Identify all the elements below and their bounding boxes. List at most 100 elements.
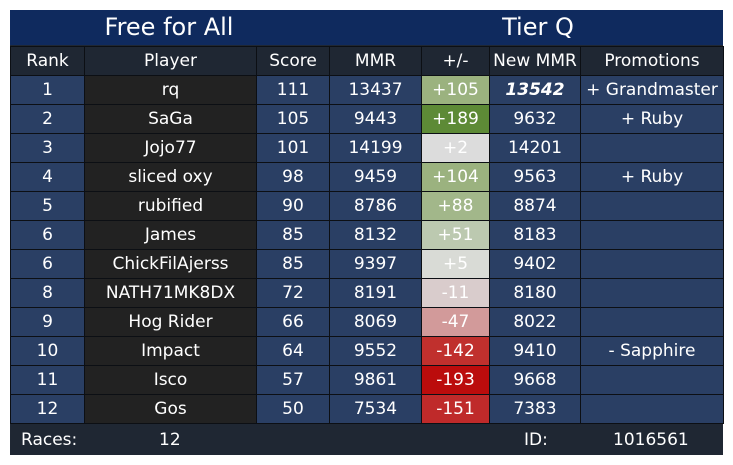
- score-cell: 98: [256, 162, 330, 192]
- table-row: 4 sliced oxy 98 9459 +104 9563 + Ruby: [10, 162, 724, 192]
- header-row: Rank Player Score MMR +/- New MMR Promot…: [10, 46, 724, 76]
- new-mmr-cell: 9410: [489, 336, 581, 366]
- new-mmr-cell: 9668: [489, 365, 581, 395]
- mmr-cell: 8132: [329, 220, 422, 250]
- mmr-change-cell: +189: [421, 104, 490, 134]
- id-value: 1016561: [613, 430, 689, 450]
- col-header-player: Player: [84, 46, 257, 76]
- rank-cell: 1: [10, 75, 85, 105]
- table-row: 11 Isco 57 9861 -193 9668: [10, 365, 724, 395]
- mmr-change-cell: -11: [421, 278, 490, 308]
- id-label: ID:: [524, 430, 548, 450]
- new-mmr-cell: 8874: [489, 191, 581, 221]
- rank-cell: 11: [10, 365, 85, 395]
- mode-title: Free for All: [104, 13, 234, 41]
- new-mmr-cell: 13542: [489, 75, 581, 105]
- mmr-change-cell: +5: [421, 249, 490, 279]
- player-name-cell: Isco: [84, 365, 257, 395]
- races-label: Races:: [21, 430, 78, 450]
- mmr-cell: 9459: [329, 162, 422, 192]
- results-card: Free for All Tier Q Rank Player Score MM…: [10, 10, 724, 455]
- score-cell: 101: [256, 133, 330, 163]
- rank-cell: 9: [10, 307, 85, 337]
- new-mmr-cell: 7383: [489, 394, 581, 424]
- player-name-cell: SaGa: [84, 104, 257, 134]
- table-row: 12 Gos 50 7534 -151 7383: [10, 394, 724, 424]
- col-header-delta: +/-: [421, 46, 490, 76]
- promotion-cell: [580, 394, 724, 424]
- col-header-promotions: Promotions: [580, 46, 724, 76]
- table-row: 6 James 85 8132 +51 8183: [10, 220, 724, 250]
- promotion-cell: [580, 365, 724, 395]
- mmr-cell: 14199: [329, 133, 422, 163]
- rank-cell: 5: [10, 191, 85, 221]
- footer-bar: Races: 12 ID: 1016561: [10, 426, 723, 455]
- mmr-cell: 9443: [329, 104, 422, 134]
- rank-cell: 3: [10, 133, 85, 163]
- mmr-cell: 9861: [329, 365, 422, 395]
- new-mmr-cell: 9563: [489, 162, 581, 192]
- new-mmr-cell: 9632: [489, 104, 581, 134]
- mmr-change-cell: +88: [421, 191, 490, 221]
- score-cell: 105: [256, 104, 330, 134]
- new-mmr-cell: 9402: [489, 249, 581, 279]
- promotion-cell: [580, 249, 724, 279]
- mmr-cell: 8069: [329, 307, 422, 337]
- mmr-cell: 8191: [329, 278, 422, 308]
- score-cell: 72: [256, 278, 330, 308]
- rank-cell: 2: [10, 104, 85, 134]
- table-row: 6 ChickFilAjerss 85 9397 +5 9402: [10, 249, 724, 279]
- player-name-cell: Jojo77: [84, 133, 257, 163]
- table-row: 1 rq 111 13437 +105 13542 + Grandmaster: [10, 75, 724, 105]
- player-name-cell: Hog Rider: [84, 307, 257, 337]
- table-row: 9 Hog Rider 66 8069 -47 8022: [10, 307, 724, 337]
- player-name-cell: rq: [84, 75, 257, 105]
- player-name-cell: rubified: [84, 191, 257, 221]
- results-table: Rank Player Score MMR +/- New MMR Promot…: [10, 46, 724, 424]
- mmr-cell: 8786: [329, 191, 422, 221]
- table-row: 5 rubified 90 8786 +88 8874: [10, 191, 724, 221]
- rank-cell: 6: [10, 220, 85, 250]
- races-value: 12: [159, 430, 181, 450]
- new-mmr-cell: 14201: [489, 133, 581, 163]
- mmr-change-cell: -193: [421, 365, 490, 395]
- table-row: 10 Impact 64 9552 -142 9410- Sapphire: [10, 336, 724, 366]
- mmr-cell: 7534: [329, 394, 422, 424]
- promotion-cell: [580, 191, 724, 221]
- promotion-cell: [580, 220, 724, 250]
- table-row: 2 SaGa 105 9443 +189 9632 + Ruby: [10, 104, 724, 134]
- table-row: 8 NATH71MK8DX 72 8191 -11 8180: [10, 278, 724, 308]
- score-cell: 64: [256, 336, 330, 366]
- col-header-new-mmr: New MMR: [489, 46, 581, 76]
- tier-title: Tier Q: [502, 13, 574, 41]
- promotion-cell: + Ruby: [580, 162, 724, 192]
- mmr-change-cell: +105: [421, 75, 490, 105]
- mmr-change-cell: -142: [421, 336, 490, 366]
- mmr-change-cell: +104: [421, 162, 490, 192]
- mmr-change-cell: -47: [421, 307, 490, 337]
- col-header-rank: Rank: [10, 46, 85, 76]
- mmr-change-cell: +2: [421, 133, 490, 163]
- score-cell: 66: [256, 307, 330, 337]
- mmr-change-cell: +51: [421, 220, 490, 250]
- score-cell: 90: [256, 191, 330, 221]
- mmr-change-cell: -151: [421, 394, 490, 424]
- new-mmr-cell: 8180: [489, 278, 581, 308]
- score-cell: 111: [256, 75, 330, 105]
- player-name-cell: Gos: [84, 394, 257, 424]
- player-name-cell: ChickFilAjerss: [84, 249, 257, 279]
- rank-cell: 10: [10, 336, 85, 366]
- player-name-cell: sliced oxy: [84, 162, 257, 192]
- promotion-cell: [580, 133, 724, 163]
- promotion-cell: [580, 307, 724, 337]
- rank-cell: 6: [10, 249, 85, 279]
- promotion-cell: + Grandmaster: [580, 75, 724, 105]
- score-cell: 57: [256, 365, 330, 395]
- promotion-cell: - Sapphire: [580, 336, 724, 366]
- score-cell: 85: [256, 249, 330, 279]
- mmr-cell: 13437: [329, 75, 422, 105]
- col-header-score: Score: [256, 46, 330, 76]
- player-name-cell: James: [84, 220, 257, 250]
- rank-cell: 8: [10, 278, 85, 308]
- score-cell: 85: [256, 220, 330, 250]
